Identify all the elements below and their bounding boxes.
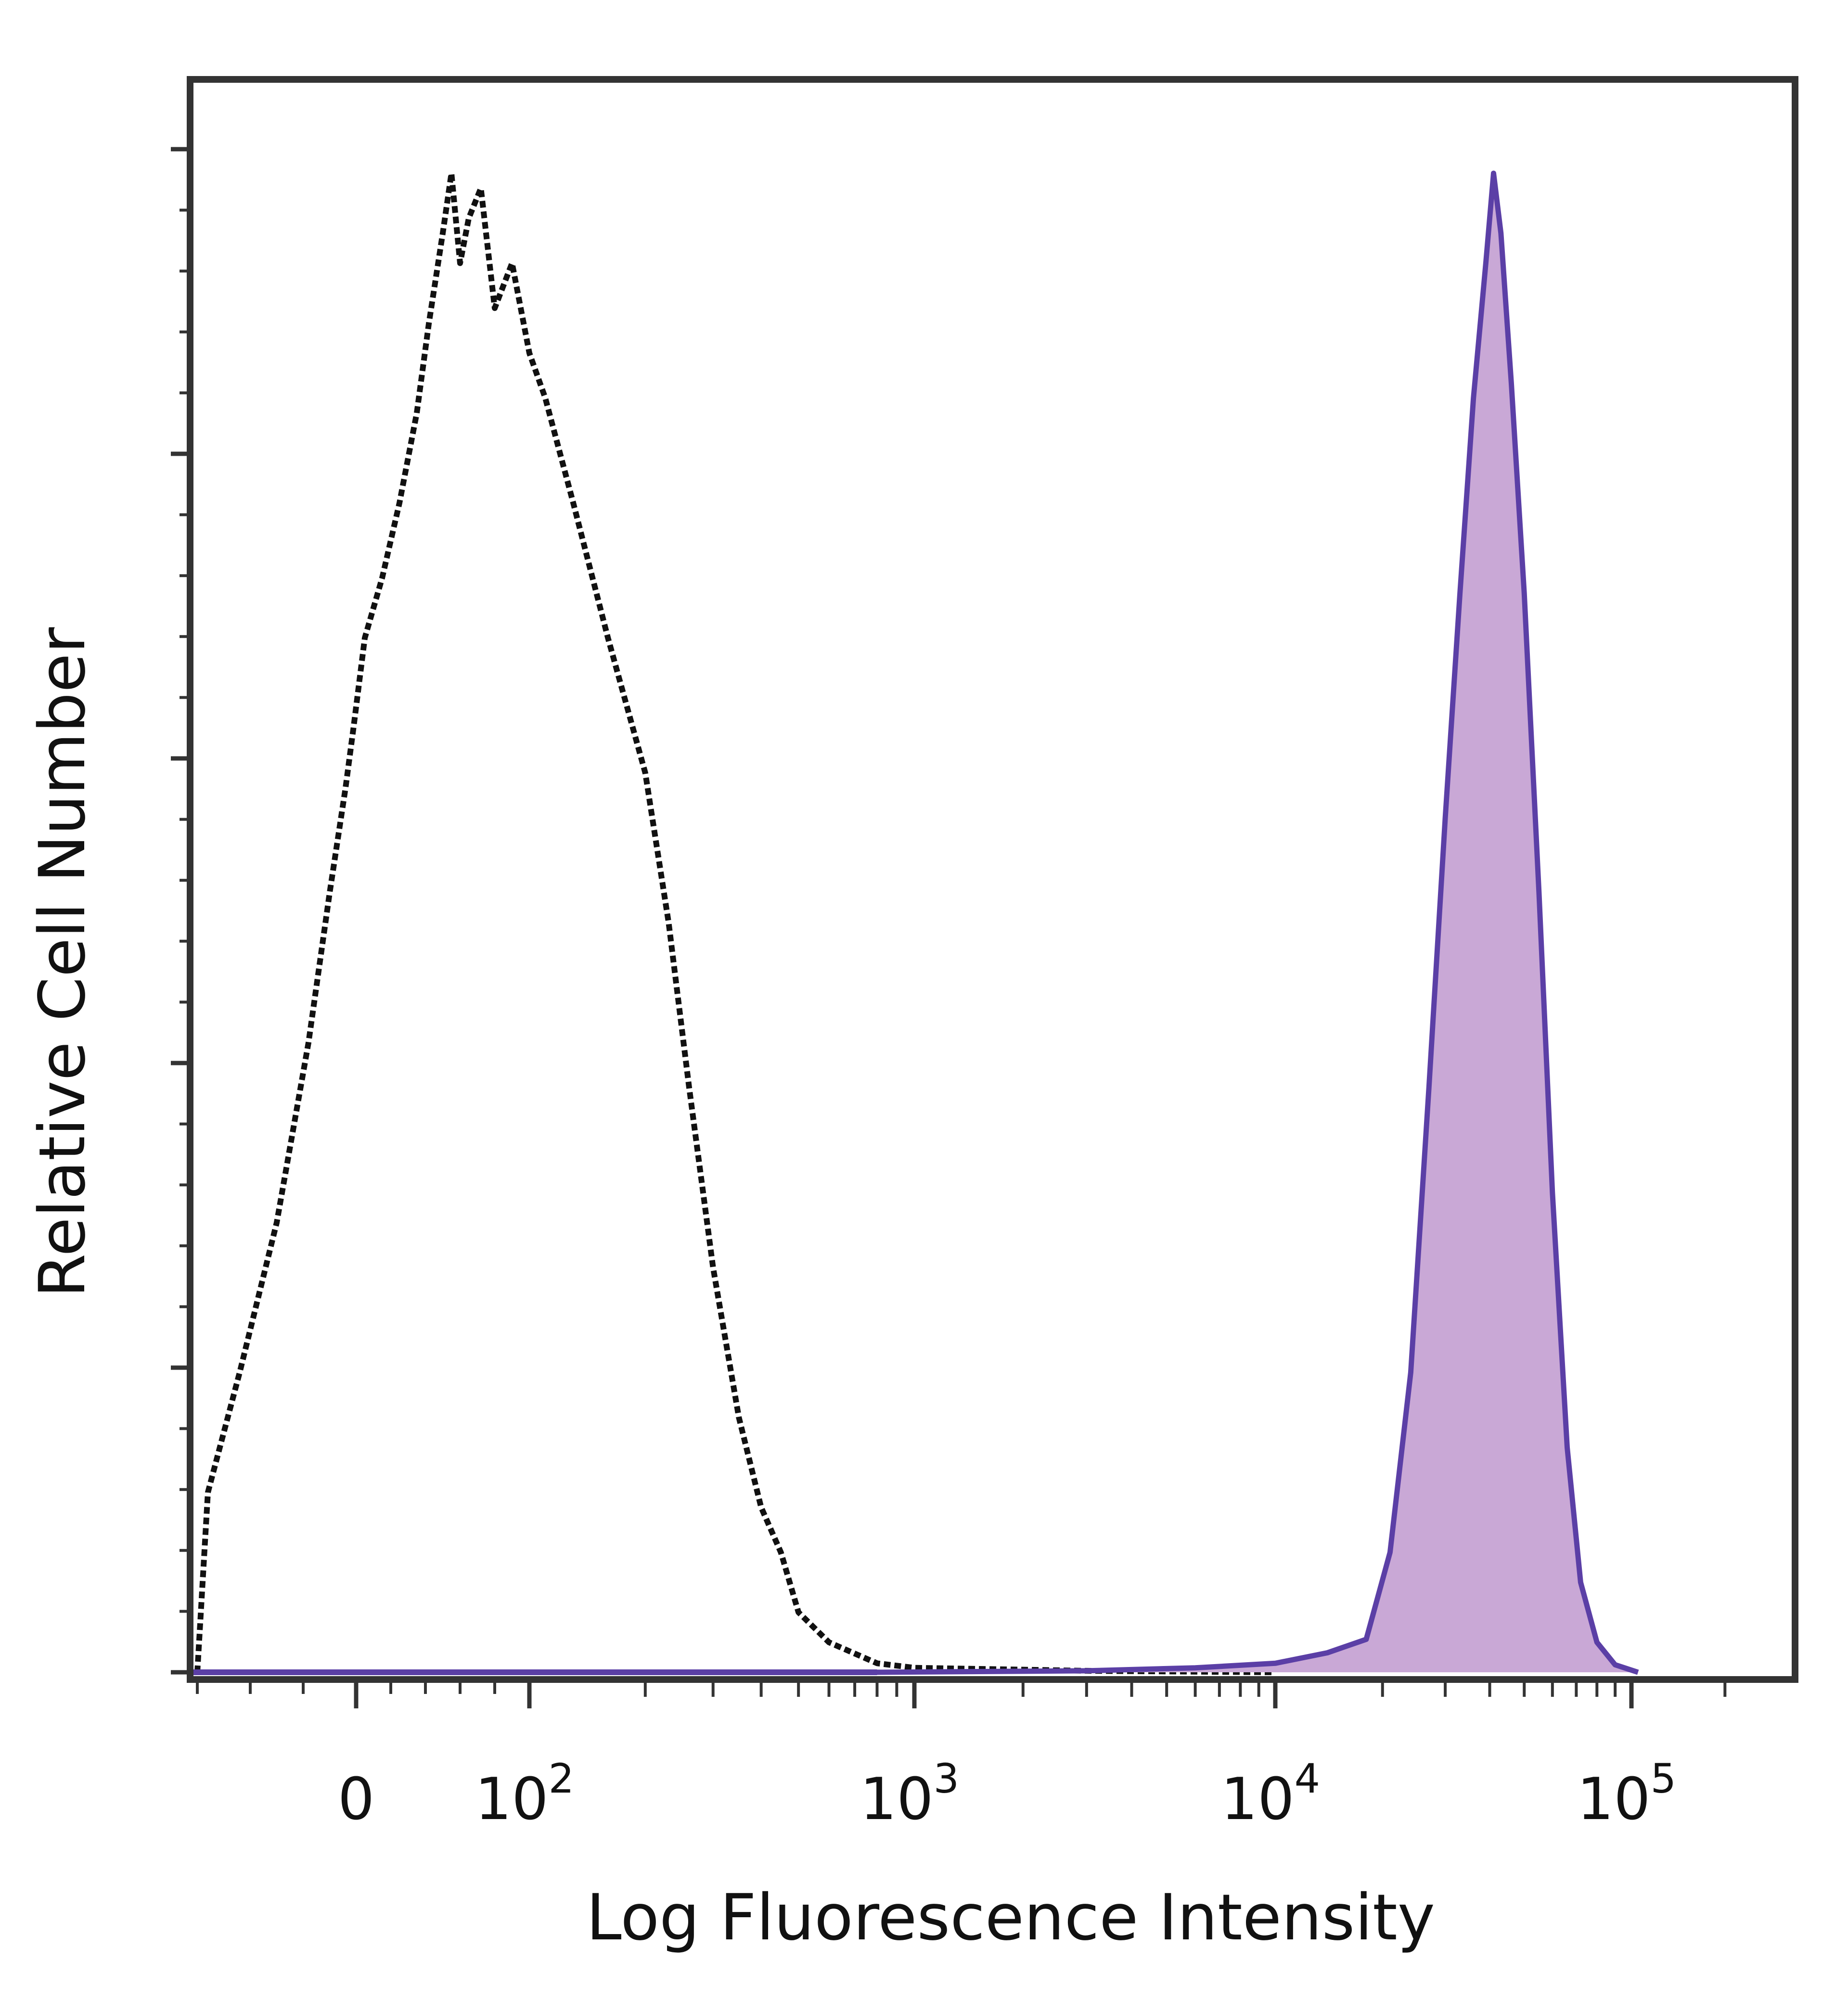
y-axis-ticks [171, 147, 190, 1675]
x-tick-label: 102 [475, 1755, 574, 1833]
x-tick-label: 105 [1577, 1755, 1676, 1833]
y-axis-label: Relative Cell Number [26, 627, 100, 1298]
x-tick-label: 103 [860, 1755, 959, 1833]
series-2-fill [197, 173, 1638, 1672]
x-tick-label: 104 [1221, 1755, 1320, 1833]
x-axis-label: Log Fluorescence Intensity [586, 1881, 1435, 1955]
x-tick-label: 0 [338, 1766, 374, 1833]
x-axis-tick-labels: 0 102 103 104 105 [338, 1755, 1676, 1833]
series-1-line [194, 170, 1276, 1675]
x-axis-ticks [196, 1679, 1727, 1708]
histogram-series [190, 170, 1639, 1675]
series-2-line [197, 170, 1639, 1675]
